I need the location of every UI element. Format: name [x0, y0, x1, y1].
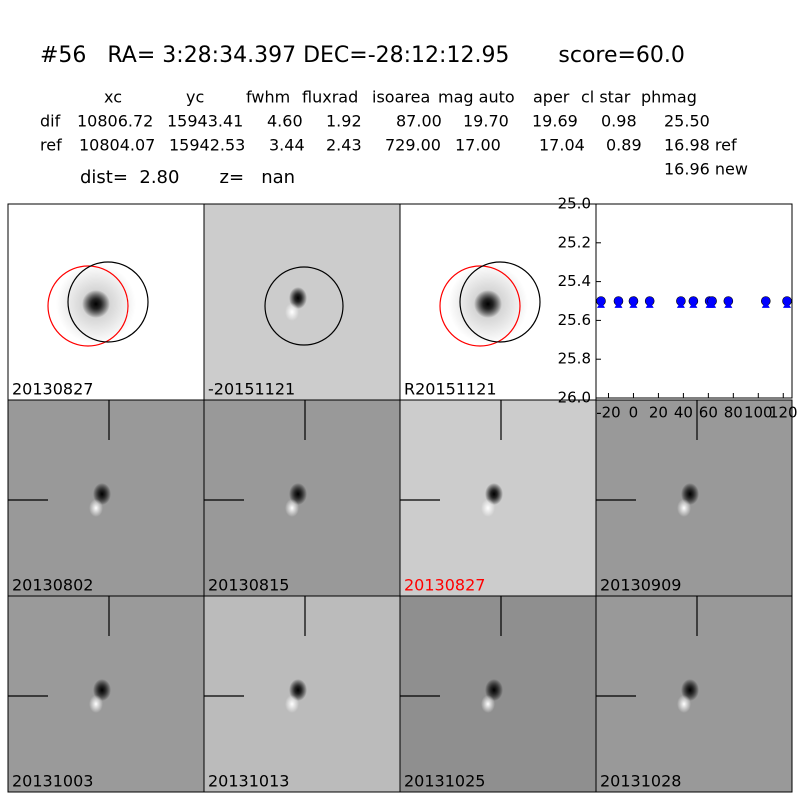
table-cell: 0.98	[601, 112, 637, 131]
source	[474, 290, 502, 318]
panel-label: 20131013	[208, 772, 289, 791]
panel-label: 20130827	[12, 380, 93, 399]
x-tick-label: 80	[724, 404, 743, 422]
x-tick-label: 0	[629, 404, 639, 422]
table-note: 16.96 new	[664, 160, 748, 179]
panel-label: 20130827	[404, 576, 485, 595]
table-cell: dif	[40, 112, 61, 131]
column-header: aper	[533, 88, 570, 107]
panel-label: 20130802	[12, 576, 93, 595]
table-cell: 0.89	[606, 136, 642, 155]
table-cell: 10804.07	[79, 136, 155, 155]
column-header: fluxrad	[302, 88, 358, 107]
point-triangle	[708, 300, 717, 308]
aperture-red	[439, 265, 521, 347]
table-cell: 16.98 ref	[664, 136, 737, 155]
panel-label: 20131003	[12, 772, 93, 791]
panel-label: -20151121	[208, 380, 295, 399]
table-cell: 729.00	[385, 136, 441, 155]
column-header: isoarea	[372, 88, 430, 107]
y-tick-label: 25.8	[558, 350, 591, 368]
dipole-light	[677, 499, 691, 517]
dipole-light	[89, 695, 103, 713]
dipole-light	[285, 695, 299, 713]
dipole-light	[481, 695, 495, 713]
aperture-black	[459, 261, 541, 343]
dipole-light	[89, 499, 103, 517]
table-cell: 19.69	[532, 112, 578, 131]
point-triangle	[645, 300, 654, 308]
table-cell: 17.00	[455, 136, 501, 155]
column-header: mag auto	[438, 88, 515, 107]
summary: dist= 2.80 z= nan	[80, 167, 295, 188]
point-triangle	[614, 300, 623, 308]
y-tick-label: 25.6	[558, 311, 591, 329]
table-cell: 1.92	[326, 112, 362, 131]
y-tick-label: 26.0	[558, 389, 591, 407]
table-cell: 15943.41	[167, 112, 243, 131]
x-tick-label: 60	[699, 404, 718, 422]
table-cell: ref	[40, 136, 62, 155]
column-header: xc	[104, 88, 122, 107]
point-triangle	[689, 300, 698, 308]
table-cell: 17.04	[539, 136, 585, 155]
column-header: phmag	[641, 88, 697, 107]
point-triangle	[596, 300, 605, 308]
aperture-black	[67, 261, 149, 343]
point-triangle	[724, 300, 733, 308]
column-header: fwhm	[246, 88, 290, 107]
aperture-red	[47, 265, 129, 347]
x-tick-label: -20	[596, 404, 621, 422]
column-header: cl star	[581, 88, 631, 107]
x-tick-label: 20	[649, 404, 668, 422]
aperture-black	[264, 266, 344, 346]
table-cell: 19.70	[463, 112, 509, 131]
panel-label: 20130815	[208, 576, 289, 595]
dipole-light	[285, 303, 299, 321]
panel-label: 20131028	[600, 772, 681, 791]
panel-label: R20151121	[404, 380, 497, 399]
point-triangle	[629, 300, 638, 308]
panel-label: 20130909	[600, 576, 681, 595]
dipole-light	[481, 499, 495, 517]
title: #56 RA= 3:28:34.397 DEC=-28:12:12.95 sco…	[40, 43, 685, 68]
point-triangle	[761, 300, 770, 308]
point-triangle	[676, 300, 685, 308]
source	[82, 290, 110, 318]
table-cell: 25.50	[664, 112, 710, 131]
x-tick-label: 120	[769, 404, 798, 422]
y-tick-label: 25.0	[558, 195, 591, 213]
table-cell: 2.43	[326, 136, 362, 155]
y-tick-label: 25.2	[558, 233, 591, 251]
column-header: yc	[186, 88, 204, 107]
table-cell: 3.44	[269, 136, 305, 155]
table-cell: 15942.53	[169, 136, 245, 155]
table-cell: 4.60	[267, 112, 303, 131]
dipole-light	[677, 695, 691, 713]
y-tick-label: 25.4	[558, 272, 591, 290]
table-cell: 87.00	[396, 112, 442, 131]
point-triangle	[783, 300, 792, 308]
x-tick-label: 40	[674, 404, 693, 422]
table-cell: 10806.72	[77, 112, 153, 131]
x-tick-label: 100	[744, 404, 773, 422]
dipole-light	[285, 499, 299, 517]
panel-label: 20131025	[404, 772, 485, 791]
